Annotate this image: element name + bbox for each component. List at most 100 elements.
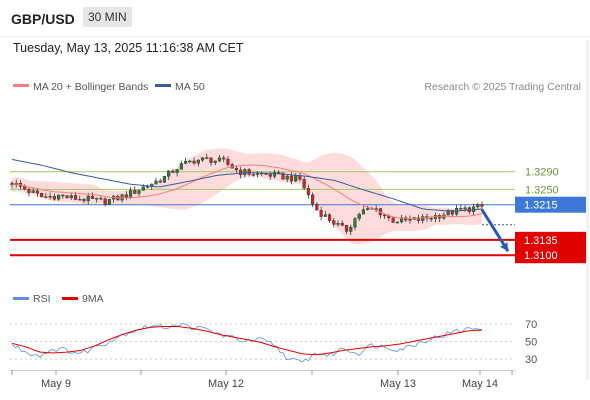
candle-body xyxy=(429,217,433,220)
rsi-line xyxy=(11,322,483,363)
candle-body xyxy=(162,176,167,183)
candle-body xyxy=(357,213,361,219)
rsi-swatch xyxy=(13,297,29,300)
level-label-4: 1.3100 xyxy=(524,250,558,262)
candle-body xyxy=(450,210,454,215)
candle-body xyxy=(446,210,450,216)
candle-body xyxy=(332,220,336,225)
candle-body xyxy=(243,169,247,176)
candle-body xyxy=(459,208,463,210)
candle-body xyxy=(120,194,124,201)
candle-body xyxy=(154,180,158,185)
candle-body xyxy=(395,221,399,224)
candle-body xyxy=(209,157,213,163)
ma50-line xyxy=(11,158,483,212)
level-tag-4 xyxy=(515,247,586,264)
price-legend: MA 20 + Bollinger Bands MA 50 Research ©… xyxy=(13,81,581,93)
rsi-legend-label: RSI xyxy=(33,293,51,305)
candle-body xyxy=(251,174,255,176)
candle-body xyxy=(141,186,145,191)
x-tick-label: May 14 xyxy=(462,378,498,390)
candle-body xyxy=(124,194,128,198)
level-tag-2 xyxy=(515,196,586,213)
candle-body xyxy=(340,223,344,226)
candle-body xyxy=(52,195,56,200)
ma20-swatch xyxy=(13,84,29,87)
candle-body xyxy=(289,175,294,182)
candle-body xyxy=(315,203,319,211)
level-label-0: 1.3290 xyxy=(525,167,559,179)
rsi-tick-label: 70 xyxy=(525,319,537,331)
ma50-legend-label: MA 50 xyxy=(175,81,205,93)
candle-body xyxy=(226,158,230,165)
candle-body xyxy=(167,170,171,177)
candle-body xyxy=(408,219,412,221)
candle-body xyxy=(239,169,243,176)
ma50-swatch xyxy=(155,84,171,87)
candle-body xyxy=(421,216,425,221)
candle-body xyxy=(480,204,484,207)
symbol-title: GBP/USD xyxy=(11,11,75,27)
candle-body xyxy=(48,195,52,198)
candle-body xyxy=(349,226,353,232)
candle-body xyxy=(327,214,332,221)
candle-body xyxy=(137,190,141,194)
candle-body xyxy=(433,215,438,219)
candle-body xyxy=(95,197,99,200)
projection-arrow-head xyxy=(500,242,508,252)
candle-body xyxy=(311,194,315,205)
candle-body xyxy=(69,195,73,199)
candle-body xyxy=(217,157,222,162)
candle-body xyxy=(268,174,272,177)
candle-body xyxy=(281,172,285,180)
candle-body xyxy=(171,170,175,173)
credit-label: Research © 2025 Trading Central xyxy=(424,81,581,93)
candle-body xyxy=(476,204,480,208)
candle-body xyxy=(361,209,366,215)
candle-body xyxy=(65,195,69,199)
ma20-legend-label: MA 20 + Bollinger Bands xyxy=(33,81,148,93)
x-tick-label: May 9 xyxy=(41,378,71,390)
candle-body xyxy=(383,214,387,217)
timeframe-badge[interactable]: 30 MIN xyxy=(83,7,132,27)
candle-body xyxy=(61,194,65,197)
x-tick-label: May 13 xyxy=(380,378,416,390)
projection-arrow xyxy=(480,208,510,253)
candle-body xyxy=(200,157,205,161)
candle-body xyxy=(82,199,86,202)
candle-body xyxy=(438,215,442,219)
rsi-ma-legend-label: 9MA xyxy=(82,293,104,305)
moving-averages xyxy=(11,158,483,220)
candles xyxy=(10,153,484,236)
rsi-ma-line xyxy=(11,326,483,356)
candle-body xyxy=(205,157,209,159)
candle-body xyxy=(35,190,40,194)
header-divider xyxy=(0,36,590,37)
candle-body xyxy=(188,160,192,163)
candle-body xyxy=(31,190,35,193)
datetime-stamp: Tuesday, May 13, 2025 11:16:38 AM CET xyxy=(13,41,244,55)
candle-body xyxy=(40,192,44,198)
candle-body xyxy=(374,208,378,210)
rsi-ma-swatch xyxy=(62,297,78,300)
candle-body xyxy=(192,160,196,164)
candle-body xyxy=(306,187,310,196)
level-label-1: 1.3250 xyxy=(525,184,559,196)
candle-body xyxy=(234,167,239,171)
candle-body xyxy=(99,197,103,200)
candle-body xyxy=(416,217,421,221)
rsi-legend: RSI 9MA xyxy=(13,293,104,305)
candle-body xyxy=(285,175,289,180)
candle-body xyxy=(366,208,370,210)
rsi-panel: 70 50 30 xyxy=(10,319,537,366)
projection xyxy=(480,208,510,253)
candle-body xyxy=(336,223,340,225)
candle-body xyxy=(302,179,306,189)
candle-body xyxy=(27,189,31,193)
candle-body xyxy=(175,169,179,173)
scrollbar-track xyxy=(586,40,589,380)
bollinger-band-fill xyxy=(12,148,482,245)
level-labels: 1.3290 1.3250 1.3215 1.3135 1.3100 xyxy=(515,167,586,264)
rsi-tick-label: 50 xyxy=(525,337,537,349)
